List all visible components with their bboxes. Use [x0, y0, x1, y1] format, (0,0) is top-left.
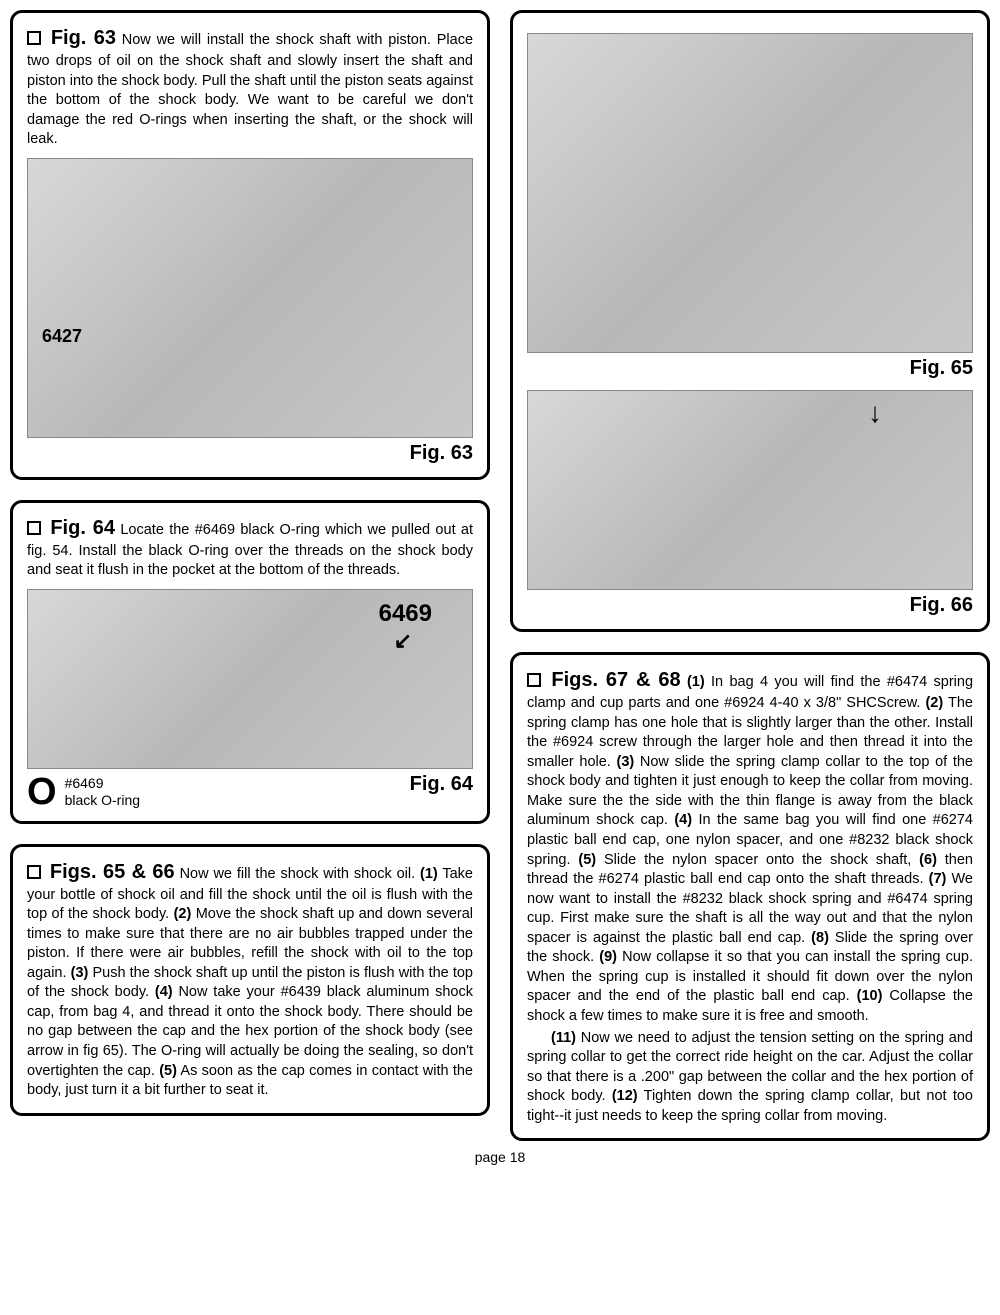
fig66-caption: Fig. 66: [527, 594, 973, 617]
fig64-paragraph: Fig. 64 Locate the #6469 black O-ring wh…: [27, 515, 473, 581]
fig63-part-label: 6427: [42, 326, 82, 347]
fig63-paragraph: Fig. 63 Now we will install the shock sh…: [27, 25, 473, 150]
fig6768-title: Figs. 67 & 68: [551, 669, 680, 691]
fig6768-paragraph2: (11) Now we need to adjust the tension s…: [527, 1029, 973, 1127]
fig6566-paragraph: Figs. 65 & 66 Now we fill the shock with…: [27, 859, 473, 1101]
fig63-text: Now we will install the shock shaft with…: [27, 32, 473, 147]
fig6768-text1: (1) In bag 4 you will find the #6474 spr…: [527, 674, 973, 1024]
arrow-icon: ↙: [394, 628, 412, 654]
fig6566-box: Figs. 65 & 66 Now we fill the shock with…: [10, 844, 490, 1116]
fig6768-paragraph1: Figs. 67 & 68 (1) In bag 4 you will find…: [527, 667, 973, 1027]
part-num: #6469: [65, 775, 140, 792]
arrow-down-icon: ↓: [868, 397, 882, 429]
fig65-caption: Fig. 65: [527, 357, 973, 380]
oring-icon: O: [27, 777, 57, 807]
checkbox-icon: [527, 673, 541, 687]
fig64-title: Fig. 64: [50, 517, 115, 539]
fig63-box: Fig. 63 Now we will install the shock sh…: [10, 10, 490, 480]
fig65-image: [527, 33, 973, 353]
fig6768-text2: (11) Now we need to adjust the tension s…: [527, 1030, 973, 1124]
fig65-66-images-box: Fig. 65 ↓ Fig. 66: [510, 10, 990, 632]
fig63-title: Fig. 63: [51, 27, 116, 49]
left-column: Fig. 63 Now we will install the shock sh…: [10, 10, 490, 1141]
fig66-image: ↓: [527, 390, 973, 590]
fig64-image: 6469 ↙: [27, 589, 473, 769]
fig6566-text: Now we fill the shock with shock oil. (1…: [27, 866, 473, 1099]
fig63-image: 6427: [27, 158, 473, 438]
fig64-part-label: 6469: [379, 600, 432, 628]
fig64-box: Fig. 64 Locate the #6469 black O-ring wh…: [10, 500, 490, 824]
checkbox-icon: [27, 865, 41, 879]
page-layout: Fig. 63 Now we will install the shock sh…: [10, 10, 990, 1141]
part-name: black O-ring: [65, 792, 140, 809]
fig64-part-desc: #6469 black O-ring: [65, 775, 140, 809]
fig64-caption: Fig. 64: [410, 773, 473, 796]
checkbox-icon: [27, 521, 41, 535]
fig64-part-callout: O #6469 black O-ring: [27, 775, 140, 809]
checkbox-icon: [27, 31, 41, 45]
right-column: Fig. 65 ↓ Fig. 66 Figs. 67 & 68 (1) In b…: [510, 10, 990, 1141]
page-footer: page 18: [10, 1149, 990, 1165]
fig6566-title: Figs. 65 & 66: [50, 861, 175, 883]
fig63-caption: Fig. 63: [27, 442, 473, 465]
fig6768-box: Figs. 67 & 68 (1) In bag 4 you will find…: [510, 652, 990, 1141]
